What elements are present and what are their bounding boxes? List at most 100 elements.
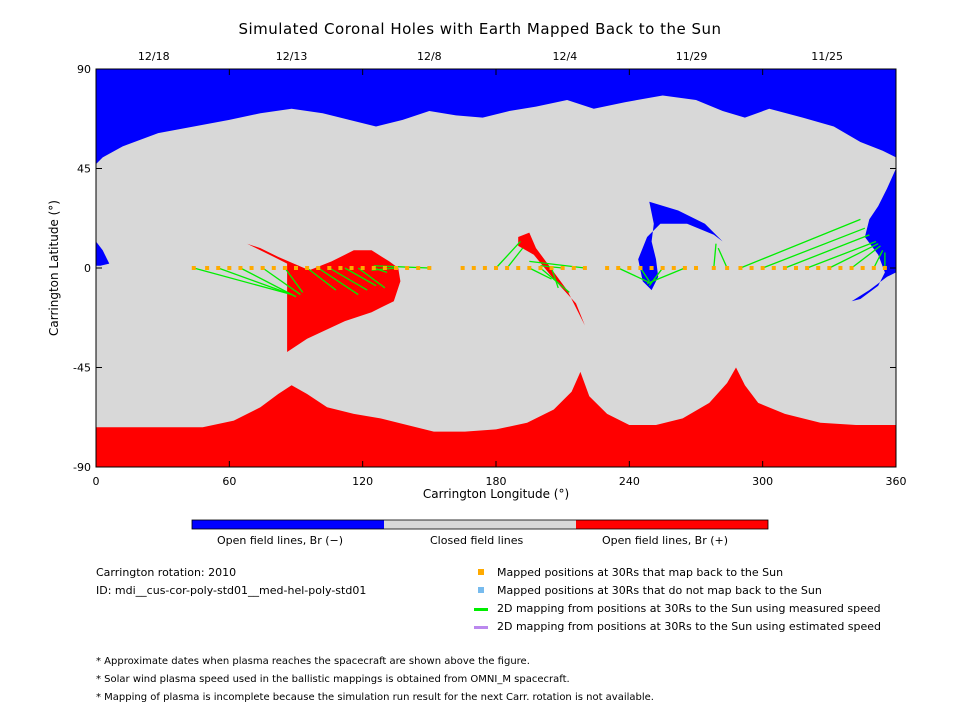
mapped-position-marker — [805, 266, 810, 270]
mapped-position-marker — [416, 266, 421, 270]
mapping-line — [617, 267, 652, 285]
mapped-position-marker — [711, 266, 716, 270]
mapped-position-marker — [494, 266, 498, 270]
date-tick-label: 12/8 — [417, 50, 442, 63]
mapping-line — [784, 234, 870, 269]
mapping-line — [540, 267, 570, 293]
colorbar-label-closed: Closed field lines — [430, 534, 524, 547]
mapped-position-marker — [260, 266, 265, 270]
y-tick-label: 90 — [77, 63, 91, 76]
date-tick-label: 12/4 — [553, 50, 578, 63]
y-tick-label: -90 — [73, 461, 91, 474]
mapped-position-marker — [571, 266, 576, 270]
mapped-position-marker — [305, 266, 310, 270]
mapped-position-marker — [216, 266, 221, 270]
mapping-line — [495, 241, 521, 269]
mapped-position-marker — [682, 266, 687, 270]
mapped-position-marker — [660, 266, 665, 270]
mapped-position-marker — [394, 266, 398, 270]
mapped-position-marker — [849, 266, 854, 270]
mapping-line — [648, 267, 664, 287]
mapped-position-marker — [527, 266, 532, 270]
x-tick-label: 120 — [352, 475, 373, 488]
colorbar-positive — [576, 520, 768, 529]
mapping-line — [284, 267, 304, 293]
mapped-position-marker — [505, 266, 510, 270]
colorbar-label-positive: Open field lines, Br (+) — [602, 534, 729, 547]
legend-line-swatch — [474, 608, 488, 611]
mapped-position-marker — [694, 266, 698, 270]
mapped-position-marker — [338, 266, 343, 270]
mapped-position-marker — [560, 266, 565, 270]
date-tick-label: 11/29 — [676, 50, 708, 63]
y-tick-label: 0 — [84, 262, 91, 275]
date-tick-label: 11/25 — [811, 50, 843, 63]
mapped-position-marker — [460, 266, 465, 270]
y-tick-label: -45 — [73, 362, 91, 375]
mapped-position-marker — [249, 266, 254, 270]
colorbar-negative — [192, 520, 384, 529]
mapped-positions — [191, 266, 887, 270]
mapping-line — [218, 267, 292, 296]
mapped-position-marker — [282, 266, 287, 270]
mapping-line — [317, 267, 359, 296]
mapped-position-marker — [405, 266, 410, 270]
mapped-position-marker — [205, 266, 210, 270]
mapping-line — [740, 218, 861, 269]
mapped-position-marker — [816, 266, 821, 270]
x-tick-label: 300 — [752, 475, 773, 488]
mapped-position-marker — [605, 266, 610, 270]
legend-line-swatch — [474, 626, 488, 629]
mapped-position-marker — [516, 266, 521, 270]
x-tick-label: 60 — [222, 475, 236, 488]
mapping-line — [373, 267, 388, 274]
mapped-position-marker — [794, 266, 798, 270]
mapped-position-marker — [538, 266, 543, 270]
mapped-position-marker — [827, 266, 832, 270]
colorbar-label-negative: Open field lines, Br (−) — [217, 534, 344, 547]
colorbar-closed — [384, 520, 576, 529]
mapped-position-marker — [360, 266, 365, 270]
north-polar-hole — [96, 69, 896, 165]
mapped-position-marker — [471, 266, 476, 270]
footpoint-mappings — [193, 218, 886, 298]
legend-square-swatch — [478, 569, 484, 575]
mapping-line — [873, 250, 884, 269]
negative-hole-center — [638, 201, 723, 291]
x-tick-label: 360 — [886, 475, 907, 488]
y-axis-label: Carrington Latitude (°) — [47, 200, 61, 336]
mapped-position-marker — [271, 266, 276, 270]
mapped-position-marker — [382, 266, 387, 270]
mapped-position-marker — [371, 266, 376, 270]
legend-label: Mapped positions at 30Rs that do not map… — [497, 584, 822, 597]
mapping-line — [506, 247, 524, 269]
mapped-position-marker — [782, 266, 787, 270]
mapped-position-marker — [627, 266, 632, 270]
mapped-position-marker — [638, 266, 643, 270]
mapping-line — [806, 240, 877, 269]
mapped-position-marker — [549, 266, 554, 270]
run-id: ID: mdi__cus-cor-poly-std01__med-hel-pol… — [96, 584, 367, 597]
mapping-line — [762, 227, 866, 269]
mapped-position-marker — [725, 266, 730, 270]
mapping-line — [344, 267, 377, 287]
page-title: Simulated Coronal Holes with Earth Mappe… — [238, 20, 722, 38]
mapping-line — [829, 243, 879, 269]
mapping-line — [717, 247, 728, 269]
mapped-position-marker — [191, 266, 196, 270]
mapping-line — [529, 267, 552, 280]
negative-hole-edge — [96, 241, 110, 266]
mapped-position-marker — [771, 266, 776, 270]
colorbar-frame — [191, 519, 769, 530]
date-tick-label: 12/13 — [276, 50, 308, 63]
mapped-position-marker — [294, 266, 298, 270]
mapping-line — [329, 267, 368, 291]
mapping-line — [357, 267, 386, 289]
mapping-line — [639, 267, 650, 282]
note-1: * Approximate dates when plasma reaches … — [96, 656, 530, 667]
mapped-position-marker — [649, 266, 654, 270]
mapped-position-marker — [227, 266, 232, 270]
x-tick-label: 0 — [93, 475, 100, 488]
x-tick-label: 240 — [619, 475, 640, 488]
